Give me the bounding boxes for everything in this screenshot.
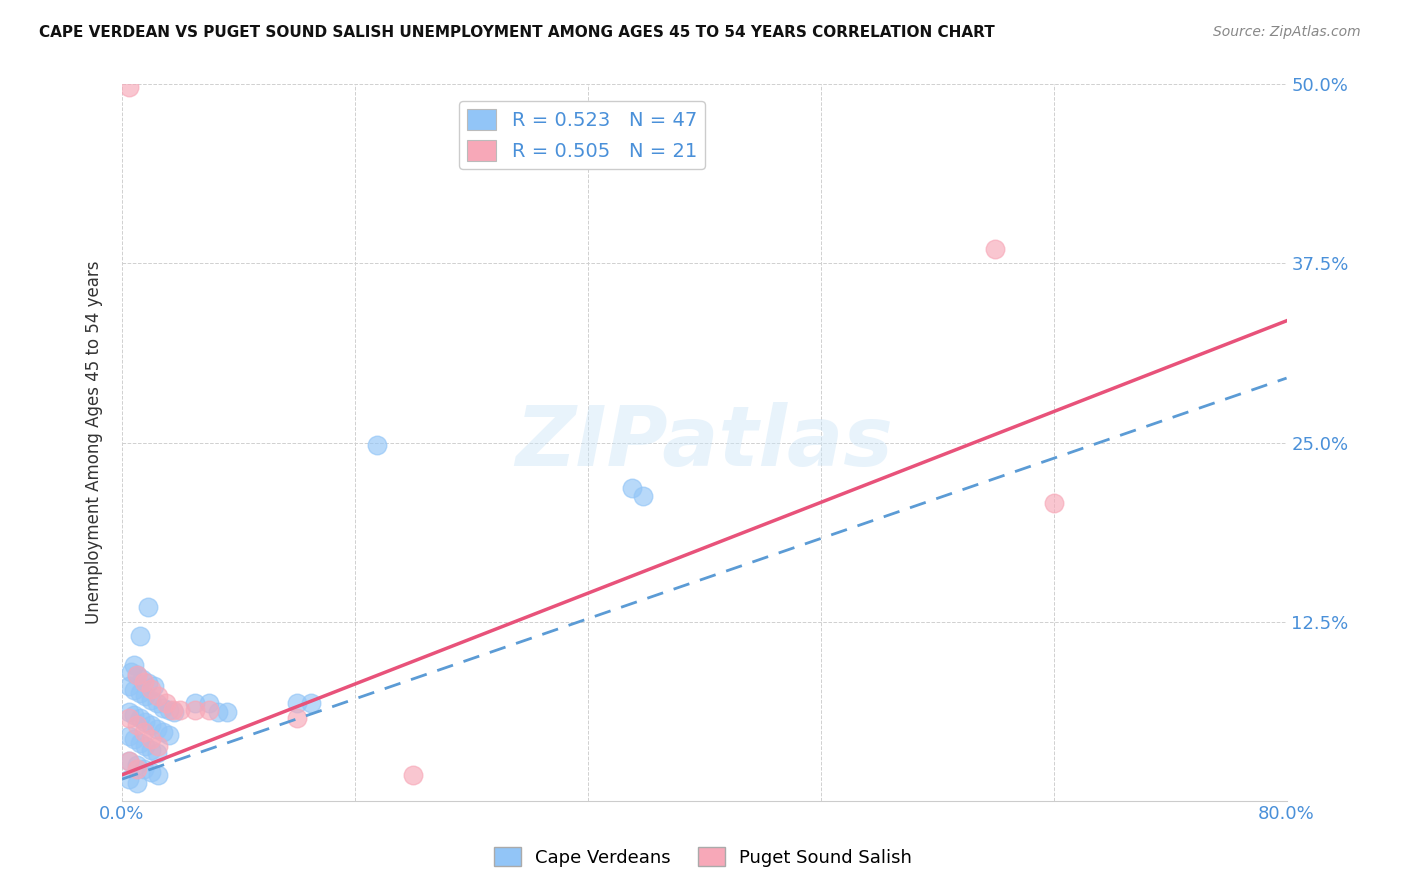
Point [141,681,163,696]
Point [128,686,150,700]
Point [285,696,308,710]
Point [125,757,148,772]
Point [155,696,177,710]
Point [132,724,155,739]
Point [136,676,159,690]
Point [984,242,1007,256]
Point [207,705,229,719]
Point [198,703,221,717]
Point [125,667,148,681]
Point [118,80,141,95]
Point [184,703,207,717]
Point [125,667,148,681]
Text: CAPE VERDEAN VS PUGET SOUND SALISH UNEMPLOYMENT AMONG AGES 45 TO 54 YEARS CORREL: CAPE VERDEAN VS PUGET SOUND SALISH UNEMP… [39,25,995,40]
Point [128,736,150,750]
Point [118,710,141,724]
Point [163,705,186,719]
Point [141,693,163,707]
Point [118,729,141,743]
Point [402,768,425,782]
Point [118,705,141,719]
Point [134,714,156,729]
Point [169,703,191,717]
Point [148,689,170,703]
Point [131,672,153,686]
Point [157,703,180,717]
Point [134,689,156,703]
Point [125,717,148,731]
Legend: R = 0.523   N = 47, R = 0.505   N = 21: R = 0.523 N = 47, R = 0.505 N = 21 [460,102,704,169]
Legend: Cape Verdeans, Puget Sound Salish: Cape Verdeans, Puget Sound Salish [486,840,920,874]
Point [299,696,322,710]
Point [148,739,170,754]
Text: Source: ZipAtlas.com: Source: ZipAtlas.com [1213,25,1361,39]
Point [132,762,155,776]
Point [146,722,169,736]
Point [162,703,184,717]
Point [132,674,155,689]
Point [184,696,207,710]
Point [141,743,163,757]
Point [134,739,156,754]
Point [215,705,238,719]
Point [157,728,180,742]
Point [122,732,145,747]
Text: ZIPatlas: ZIPatlas [516,402,893,483]
Point [118,754,141,768]
Point [125,776,148,790]
Point [631,489,654,503]
Point [366,438,388,452]
Point [285,710,308,724]
Point [122,657,145,672]
Point [1042,496,1064,510]
Point [620,481,643,495]
Point [141,717,163,731]
Point [143,679,166,693]
Point [128,629,150,643]
Point [125,762,148,776]
Point [152,724,174,739]
Point [141,764,163,779]
Point [198,696,221,710]
Point [128,710,150,724]
Point [118,754,141,768]
Point [152,700,174,714]
Point [136,600,159,615]
Point [118,772,141,786]
Point [122,683,145,698]
Point [146,747,169,761]
Point [120,665,142,679]
Y-axis label: Unemployment Among Ages 45 to 54 years: Unemployment Among Ages 45 to 54 years [86,260,103,624]
Point [122,707,145,722]
Point [148,768,170,782]
Point [118,679,141,693]
Point [146,696,169,710]
Point [141,732,163,747]
